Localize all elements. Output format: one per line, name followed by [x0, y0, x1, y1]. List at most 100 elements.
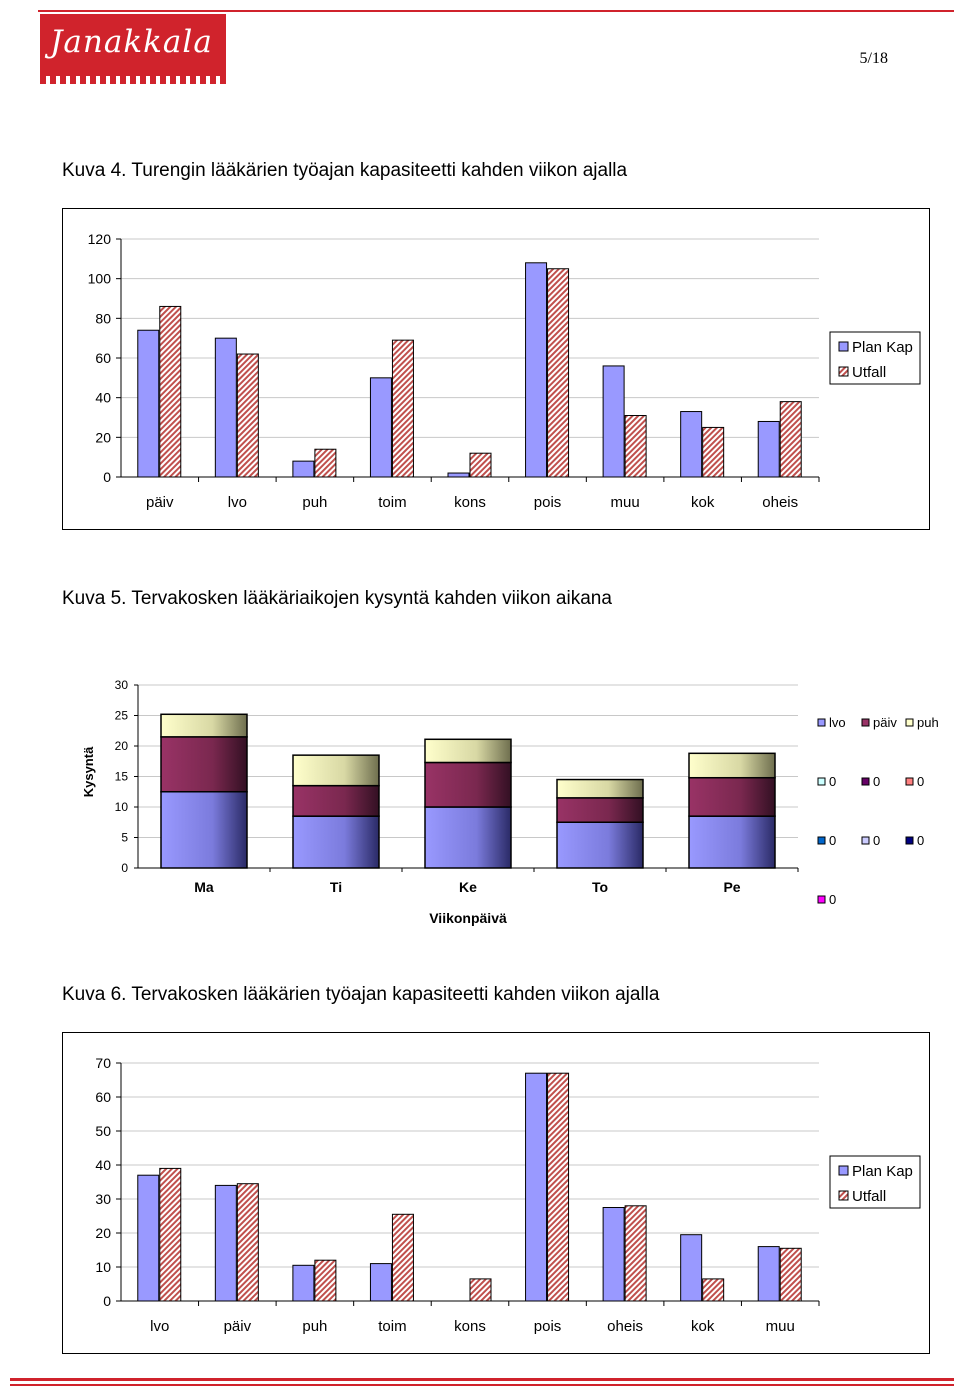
category-label: oheis — [607, 1318, 643, 1335]
bar-plan-kap — [137, 329, 160, 478]
y-tick-label: 70 — [95, 1055, 111, 1071]
bar-utfall — [547, 268, 570, 478]
stack-paiv — [160, 736, 248, 793]
category-label: päiv — [224, 1318, 252, 1335]
category-label: muu — [611, 494, 640, 511]
stack-puh — [688, 752, 776, 779]
y-tick-label: 60 — [95, 350, 111, 366]
stack-lvo — [424, 806, 512, 869]
legend-swatch — [905, 718, 914, 727]
stack-paiv — [424, 761, 512, 808]
y-tick-label: 30 — [95, 1191, 111, 1207]
bar-utfall — [159, 1167, 182, 1302]
chart-5-svg: 0 5 10 15 20 25 30 Ma Ti Ke To Pe Viikonpäivä Kysyntä… — [81, 678, 939, 926]
legend-swatch — [861, 718, 870, 727]
x-axis-title: Viikonpäivä — [429, 910, 507, 926]
y-tick-label: 50 — [95, 1123, 111, 1139]
bar-utfall — [624, 1205, 647, 1302]
bar-utfall — [702, 426, 725, 478]
y-tick-label: 5 — [121, 831, 128, 845]
y-tick-label: 80 — [95, 310, 111, 326]
category-label: toim — [378, 1318, 406, 1335]
category-label: lvo — [228, 494, 247, 511]
legend-label: 0 — [917, 774, 924, 789]
y-tick-label: 10 — [115, 800, 129, 814]
legend-label: puh — [917, 715, 939, 730]
bar-plan-kap — [757, 420, 780, 478]
stack-lvo — [292, 815, 380, 869]
category-label: päiv — [146, 494, 174, 511]
bar-plan-kap — [757, 1246, 780, 1302]
y-tick-label: 10 — [95, 1259, 111, 1275]
y-tick-label: 120 — [88, 231, 112, 247]
category-label: Ma — [194, 879, 214, 895]
legend-label: päiv — [873, 715, 897, 730]
bar-utfall — [391, 339, 414, 478]
caption-figure-4: Kuva 4. Turengin lääkärien työajan kapas… — [62, 160, 628, 181]
janakkala-logo: Janakkala — [40, 14, 226, 84]
stack-puh — [424, 738, 512, 764]
y-tick-label: 30 — [115, 678, 129, 692]
legend-swatch — [817, 895, 826, 904]
legend-swatch — [838, 1165, 849, 1176]
bar-plan-kap — [602, 1207, 625, 1302]
logo-pattern — [40, 76, 226, 84]
legend-swatch — [905, 836, 914, 845]
category-label: Ke — [459, 879, 477, 895]
stack-paiv — [292, 784, 380, 817]
y-tick-label: 20 — [95, 429, 111, 445]
bar-plan-kap — [369, 1263, 392, 1302]
bar-plan-kap — [680, 1234, 703, 1302]
bar-utfall — [236, 1183, 259, 1302]
bar-plan-kap — [292, 460, 315, 478]
bar-utfall — [469, 1278, 492, 1302]
category-label: muu — [766, 1318, 795, 1335]
chart-6-svg: 0 10 20 30 40 50 60 70 lvo päiv puh toim kons pois ohe… — [95, 1055, 921, 1335]
legend-swatch — [838, 341, 849, 352]
bar-plan-kap — [137, 1174, 160, 1302]
bar-utfall — [779, 1247, 802, 1302]
page-number: 5/18 — [859, 50, 888, 67]
y-tick-label: 20 — [95, 1225, 111, 1241]
legend-swatch — [838, 1190, 849, 1201]
chart-figure-5: 0 5 10 15 20 25 30 Ma Ti Ke To Pe Viikonpäivä Kysyntä… — [62, 662, 948, 942]
bar-plan-kap — [214, 337, 237, 478]
legend-label: Plan Kap — [852, 1163, 913, 1180]
legend-label: lvo — [829, 715, 846, 730]
bar-plan-kap — [447, 472, 470, 478]
category-label: pois — [534, 494, 562, 511]
chart-figure-6: 0 10 20 30 40 50 60 70 lvo päiv puh toim kons pois ohe… — [62, 1032, 930, 1354]
legend-swatch — [817, 836, 826, 845]
y-tick-label: 15 — [115, 770, 129, 784]
category-label: oheis — [762, 494, 798, 511]
bar-utfall — [469, 452, 492, 478]
stack-paiv — [688, 776, 776, 817]
legend-label: Utfall — [852, 1188, 886, 1205]
logo-text: Janakkala — [50, 24, 213, 60]
legend: Plan Kap Utfall — [829, 331, 921, 385]
y-tick-label: 40 — [95, 1157, 111, 1173]
legend-label: Utfall — [852, 364, 886, 381]
y-axis-title: Kysyntä — [81, 746, 96, 797]
caption-figure-5: Kuva 5. Tervakosken lääkäriaikojen kysyn… — [62, 588, 612, 609]
category-label: kok — [691, 494, 715, 511]
legend-label: 0 — [829, 833, 836, 848]
bar-plan-kap — [214, 1184, 237, 1302]
legend-swatch — [817, 718, 826, 727]
category-label: Pe — [723, 879, 740, 895]
bar-utfall — [391, 1213, 414, 1302]
category-label: kok — [691, 1318, 715, 1335]
bar-utfall — [547, 1072, 570, 1302]
bottom-rule-2 — [10, 1384, 954, 1386]
top-rule — [38, 10, 954, 12]
category-label: puh — [302, 494, 327, 511]
legend-label: 0 — [873, 833, 880, 848]
y-tick-label: 25 — [115, 709, 129, 723]
stack-lvo — [160, 791, 248, 869]
legend-swatch — [905, 777, 914, 786]
legend-swatch — [861, 777, 870, 786]
bar-plan-kap — [525, 1072, 548, 1302]
bar-utfall — [624, 415, 647, 478]
bar-plan-kap — [369, 377, 392, 478]
legend-label: 0 — [829, 892, 836, 907]
